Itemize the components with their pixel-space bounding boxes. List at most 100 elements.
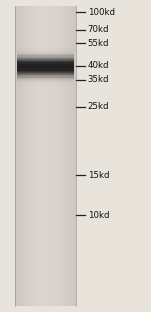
- Bar: [28, 6, 29, 306]
- Bar: [17, 85, 73, 86]
- Bar: [17, 51, 73, 52]
- Bar: [17, 81, 74, 82]
- Bar: [17, 6, 18, 306]
- Bar: [17, 79, 74, 80]
- Text: 15kd: 15kd: [88, 171, 109, 180]
- Bar: [57, 6, 59, 306]
- Bar: [29, 6, 31, 306]
- Bar: [17, 83, 73, 85]
- Bar: [34, 6, 35, 306]
- Bar: [17, 77, 74, 78]
- Bar: [36, 6, 38, 306]
- Bar: [69, 6, 71, 306]
- Bar: [74, 6, 75, 306]
- Bar: [17, 58, 74, 59]
- Bar: [17, 53, 74, 54]
- Bar: [39, 6, 41, 306]
- Bar: [62, 6, 64, 306]
- Bar: [43, 6, 45, 306]
- Bar: [26, 6, 27, 306]
- Bar: [17, 65, 74, 66]
- Bar: [17, 63, 74, 64]
- Bar: [17, 64, 74, 65]
- Bar: [17, 71, 74, 72]
- Bar: [17, 76, 74, 77]
- Bar: [40, 6, 42, 306]
- Bar: [71, 6, 73, 306]
- Bar: [17, 46, 73, 47]
- Bar: [68, 6, 70, 306]
- Bar: [17, 46, 73, 47]
- Bar: [17, 59, 74, 60]
- Bar: [17, 52, 74, 53]
- Bar: [20, 6, 21, 306]
- Bar: [64, 6, 66, 306]
- Bar: [35, 6, 37, 306]
- Bar: [17, 84, 73, 85]
- Bar: [17, 48, 73, 50]
- Bar: [17, 65, 74, 66]
- Bar: [17, 77, 74, 79]
- Bar: [30, 6, 32, 306]
- Text: 70kd: 70kd: [88, 25, 109, 34]
- Bar: [65, 6, 67, 306]
- Bar: [37, 6, 39, 306]
- Bar: [17, 69, 74, 70]
- Bar: [46, 6, 48, 306]
- Bar: [17, 51, 73, 52]
- Bar: [17, 49, 73, 50]
- Bar: [47, 6, 49, 306]
- Bar: [17, 50, 73, 51]
- Bar: [17, 75, 74, 76]
- Bar: [17, 57, 74, 58]
- Bar: [17, 67, 74, 68]
- Bar: [32, 6, 34, 306]
- Bar: [52, 6, 54, 306]
- Bar: [17, 82, 73, 83]
- Bar: [21, 6, 22, 306]
- Bar: [17, 62, 74, 64]
- Bar: [51, 6, 53, 306]
- Bar: [17, 74, 74, 76]
- Bar: [17, 80, 74, 81]
- Bar: [44, 6, 46, 306]
- Bar: [50, 6, 52, 306]
- Bar: [17, 75, 74, 76]
- Bar: [67, 6, 69, 306]
- Bar: [27, 6, 29, 306]
- Bar: [17, 73, 74, 74]
- Bar: [17, 53, 74, 55]
- Bar: [59, 6, 61, 306]
- Bar: [16, 6, 17, 306]
- Bar: [23, 6, 24, 306]
- Bar: [17, 88, 73, 89]
- Bar: [17, 83, 73, 84]
- Bar: [17, 69, 74, 71]
- Bar: [41, 6, 43, 306]
- Bar: [17, 61, 74, 62]
- Bar: [17, 45, 73, 46]
- Bar: [17, 71, 74, 73]
- Bar: [17, 55, 74, 56]
- Text: 100kd: 100kd: [88, 8, 115, 17]
- Bar: [48, 6, 50, 306]
- Bar: [17, 59, 74, 61]
- Bar: [17, 47, 73, 48]
- Bar: [17, 68, 74, 69]
- Bar: [17, 56, 74, 58]
- Bar: [74, 6, 76, 306]
- Bar: [17, 60, 74, 61]
- Bar: [17, 86, 73, 88]
- Bar: [17, 54, 74, 56]
- Text: 55kd: 55kd: [88, 39, 109, 47]
- Bar: [17, 87, 73, 88]
- Bar: [22, 6, 23, 306]
- Bar: [17, 48, 73, 49]
- Bar: [17, 86, 73, 87]
- Bar: [53, 6, 55, 306]
- Bar: [17, 82, 73, 83]
- Bar: [33, 6, 35, 306]
- Bar: [17, 85, 73, 87]
- Bar: [17, 56, 74, 57]
- Bar: [17, 47, 73, 49]
